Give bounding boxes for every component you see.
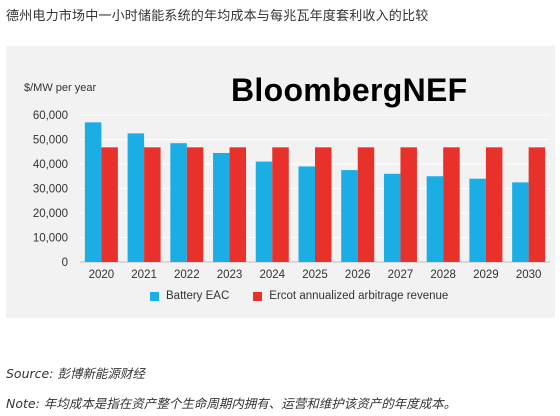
bar-ercot-revenue xyxy=(443,147,460,262)
bar-ercot-revenue xyxy=(272,147,289,262)
bar-battery-eac xyxy=(469,178,486,262)
y-tick-label: 50,000 xyxy=(33,135,68,147)
bar-ercot-revenue xyxy=(101,147,118,262)
y-tick-label: 10,000 xyxy=(33,233,68,245)
bar-battery-eac xyxy=(512,182,529,262)
y-tick-label: 30,000 xyxy=(33,184,68,196)
y-tick-label: 60,000 xyxy=(33,110,68,122)
legend-swatch-ercot xyxy=(253,291,263,301)
x-tick-label: 2028 xyxy=(430,269,456,281)
bar-battery-eac xyxy=(84,122,102,262)
figure-caption-title: 德州电力市场中一小时储能系统的年均成本与每兆瓦年度套利收入的比较 xyxy=(6,9,429,24)
x-tick-label: 2022 xyxy=(174,269,200,281)
y-tick-label: 20,000 xyxy=(33,208,68,220)
bar-battery-eac xyxy=(426,176,444,262)
source-note: Source: 彭博新能源财经 xyxy=(6,366,145,381)
bloombergnef-logo: BloombergNEF xyxy=(231,72,468,108)
bar-ercot-revenue xyxy=(315,147,332,262)
y-axis-unit-label: $/MW per year xyxy=(24,82,97,94)
legend-item-ercot: Ercot annualized arbitrage revenue xyxy=(253,290,448,302)
x-tick-label: 2027 xyxy=(388,269,414,281)
legend-label-ercot: Ercot annualized arbitrage revenue xyxy=(269,290,449,302)
bar-battery-eac xyxy=(298,166,315,262)
x-tick-label: 2030 xyxy=(516,269,542,281)
x-tick-label: 2023 xyxy=(217,269,243,281)
bar-battery-eac xyxy=(213,152,230,262)
bar-battery-eac xyxy=(127,133,145,262)
bar-ercot-revenue xyxy=(400,147,417,262)
chart-legend: Battery EAC Ercot annualized arbitrage r… xyxy=(150,290,472,302)
bar-ercot-revenue xyxy=(485,147,503,262)
x-tick-label: 2024 xyxy=(259,269,285,281)
legend-label-battery: Battery EAC xyxy=(166,290,230,302)
bar-ercot-revenue xyxy=(528,147,546,262)
legend-swatch-battery xyxy=(150,291,159,301)
x-tick-label: 2020 xyxy=(89,269,115,281)
x-tick-label: 2029 xyxy=(473,269,499,281)
bar-ercot-revenue xyxy=(357,147,375,262)
bar-ercot-revenue xyxy=(229,147,247,262)
bar-battery-eac xyxy=(255,161,273,262)
bar-ercot-revenue xyxy=(186,147,204,262)
x-tick-label: 2025 xyxy=(302,269,328,281)
bar-battery-eac xyxy=(341,170,358,262)
bar-battery-eac xyxy=(170,143,187,262)
bar-ercot-revenue xyxy=(144,147,161,262)
legend-item-battery: Battery EAC xyxy=(150,290,229,302)
x-tick-label: 2026 xyxy=(345,269,371,281)
footnote: Note: 年均成本是指在资产整个生命周期内拥有、运营和维护该资产的年度成本。 xyxy=(6,396,457,411)
y-tick-label: 0 xyxy=(62,257,68,269)
y-tick-label: 40,000 xyxy=(33,159,68,171)
x-tick-label: 2021 xyxy=(131,269,157,281)
bar-battery-eac xyxy=(383,173,401,262)
